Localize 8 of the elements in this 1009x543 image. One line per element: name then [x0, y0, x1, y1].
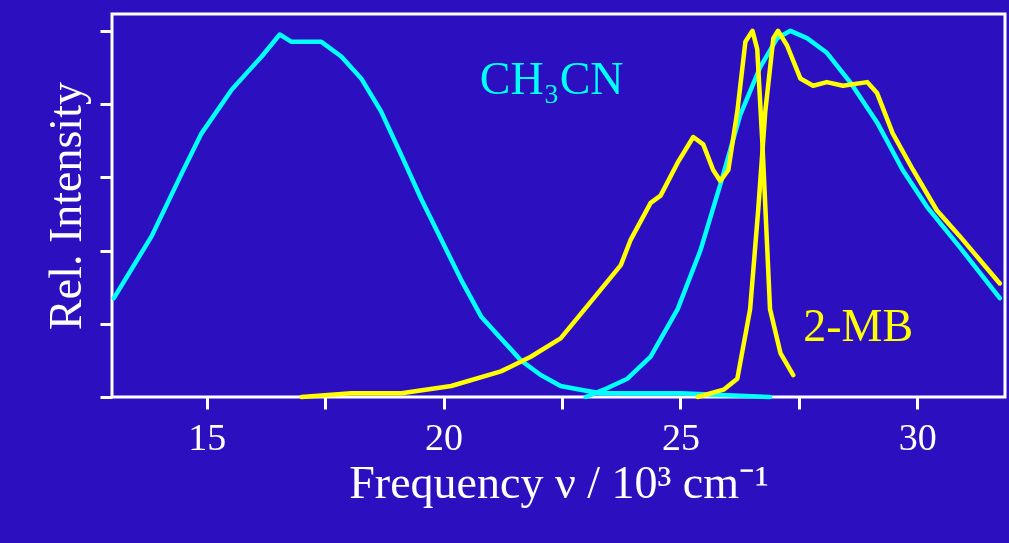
x-tick-label: 30 [898, 415, 937, 458]
x-tick-label: 25 [661, 415, 700, 458]
text: CH₃CN [479, 52, 624, 104]
x-axis-title: Frequency ν / 10³ cm⁻¹ [349, 456, 769, 508]
x-tick-label: 15 [188, 415, 227, 458]
x-tick-label: 20 [425, 415, 464, 458]
series-label: 2-MB [803, 300, 914, 352]
y-axis-title: Rel. Intensity [40, 82, 91, 330]
